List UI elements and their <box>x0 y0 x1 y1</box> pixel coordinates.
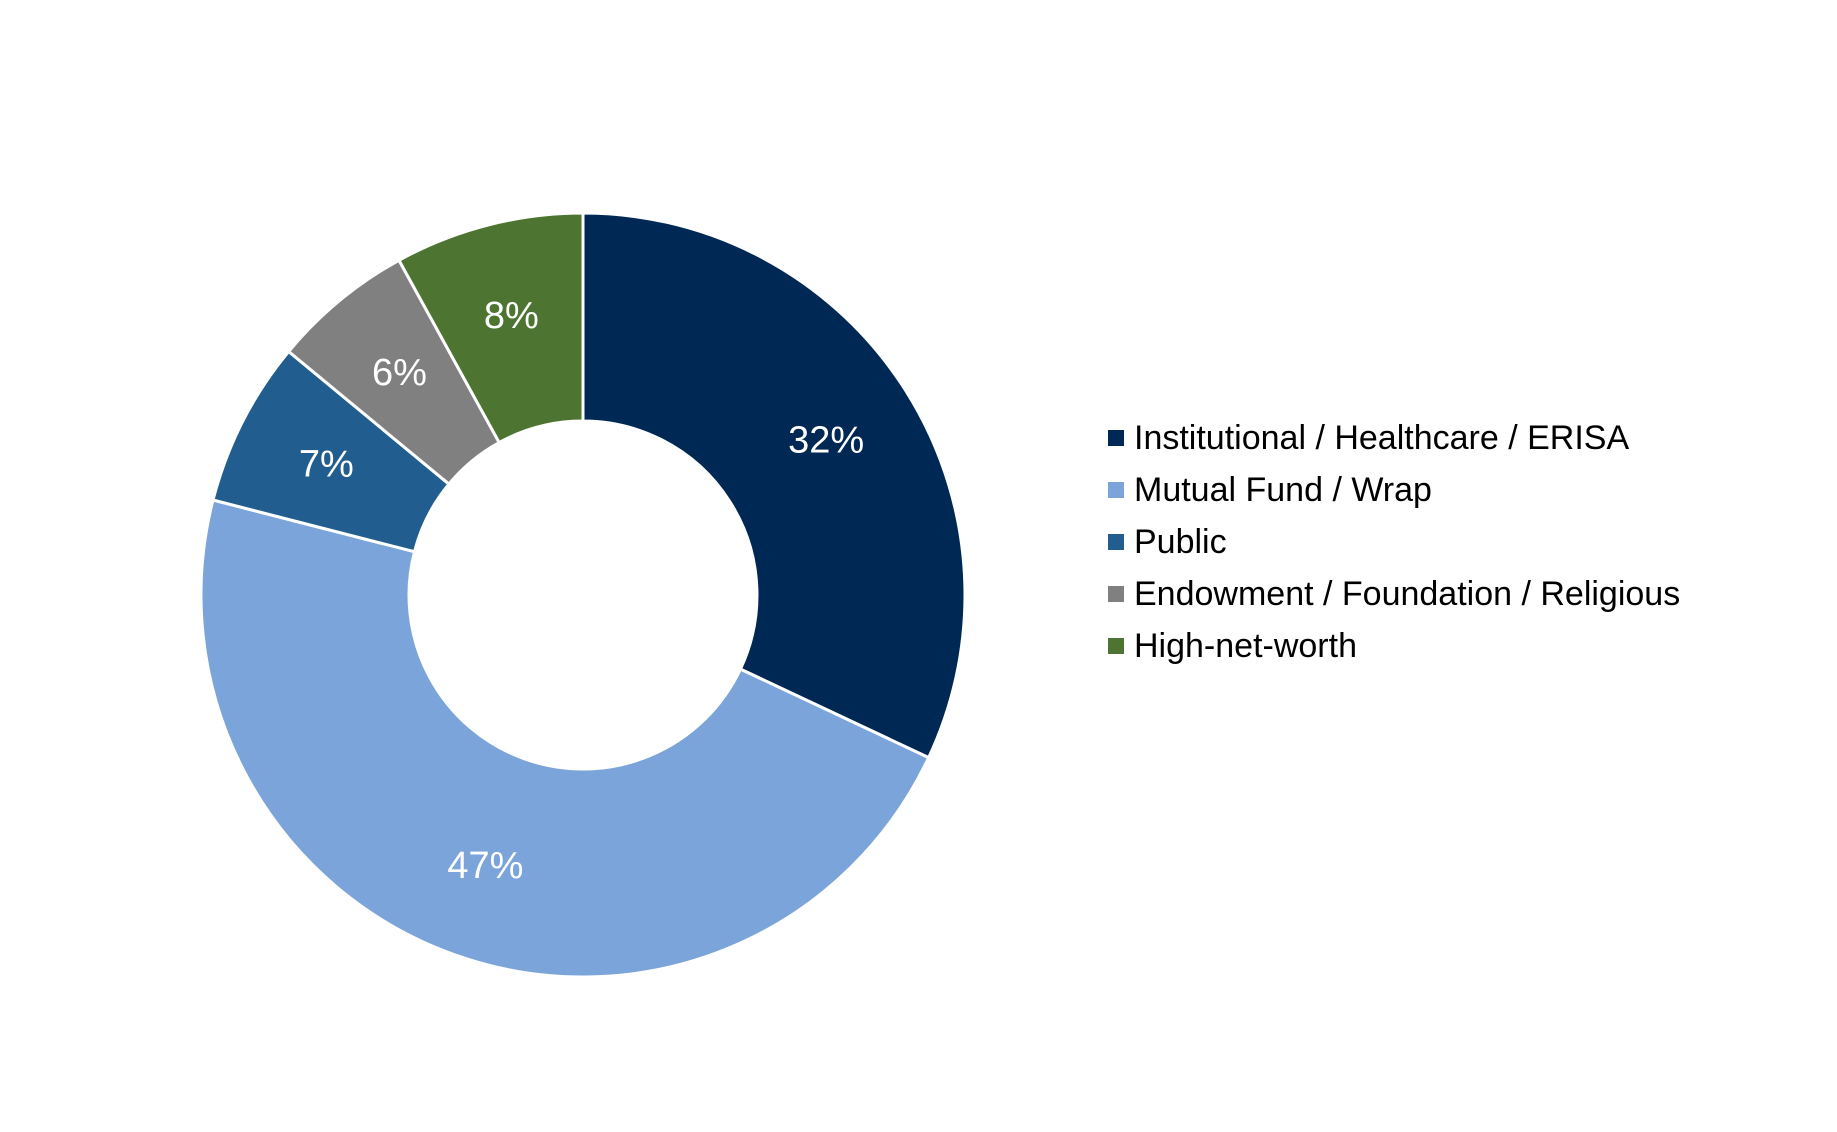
legend-swatch <box>1108 586 1124 602</box>
donut-slice-5 <box>396 211 585 445</box>
donut-slices <box>199 211 967 979</box>
legend-item-5: High-net-worth <box>1108 620 1680 672</box>
legend-label: Mutual Fund / Wrap <box>1134 470 1432 509</box>
data-label-5: 8% <box>484 295 539 337</box>
donut-slice-1 <box>581 211 967 760</box>
data-label-2: 47% <box>447 845 523 887</box>
data-label-1: 32% <box>788 420 864 462</box>
legend-swatch <box>1108 430 1124 446</box>
legend-item-2: Mutual Fund / Wrap <box>1108 464 1680 516</box>
legend-item-1: Institutional / Healthcare / ERISA <box>1108 412 1680 464</box>
legend-swatch <box>1108 482 1124 498</box>
chart-legend: Institutional / Healthcare / ERISA Mutual… <box>1108 412 1680 672</box>
legend-label: High-net-worth <box>1134 626 1357 665</box>
legend-item-4: Endowment / Foundation / Religious <box>1108 568 1680 620</box>
donut-data-labels: 32% 47% 7% 6% 8% <box>299 295 864 887</box>
legend-swatch <box>1108 638 1124 654</box>
donut-slice-2 <box>199 498 931 979</box>
legend-label: Endowment / Foundation / Religious <box>1134 574 1681 613</box>
legend-item-3: Public <box>1108 516 1680 568</box>
legend-swatch <box>1108 534 1124 550</box>
legend-label: Public <box>1134 522 1227 561</box>
data-label-3: 7% <box>299 443 354 485</box>
data-label-4: 6% <box>372 352 427 394</box>
legend-label: Institutional / Healthcare / ERISA <box>1134 418 1630 457</box>
